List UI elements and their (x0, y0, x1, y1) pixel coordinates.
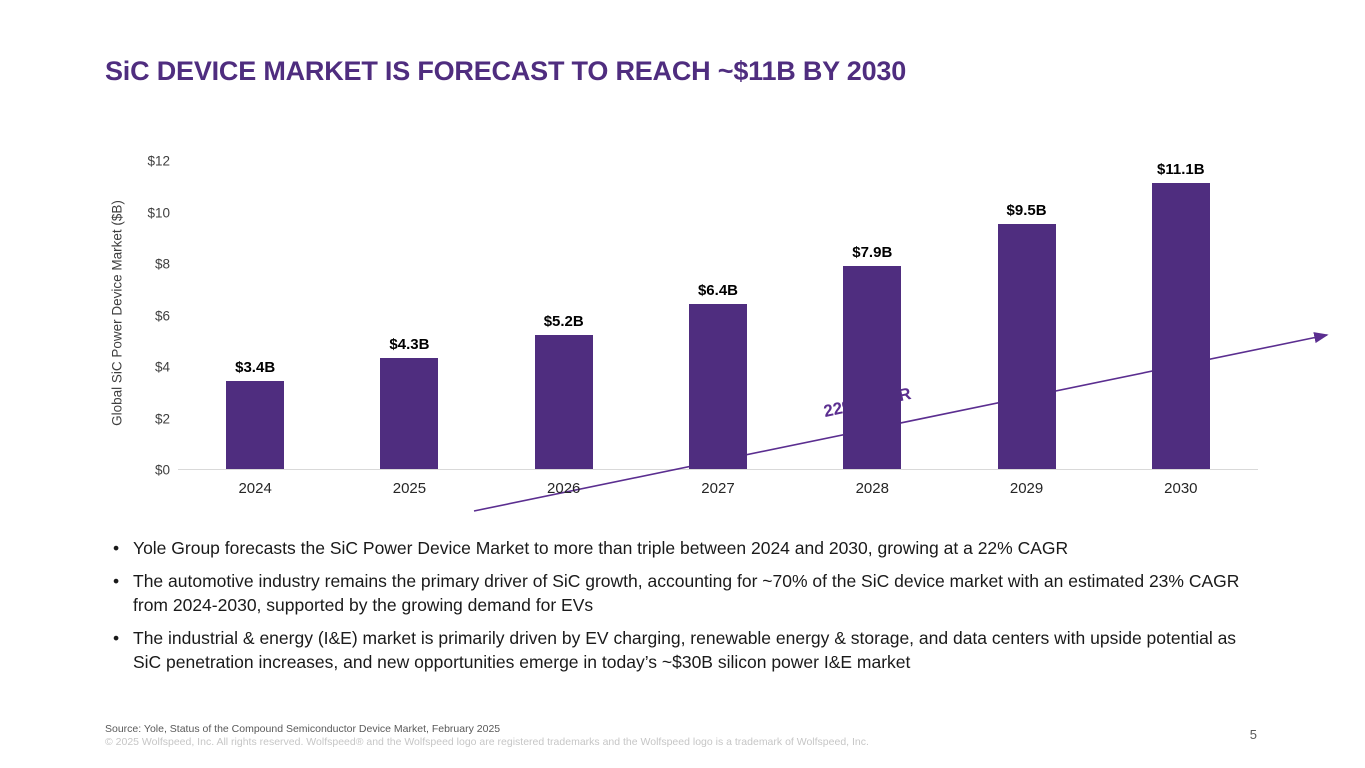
bar-2029 (997, 224, 1056, 469)
bullet-text: The industrial & energy (I&E) market is … (133, 628, 1237, 672)
x-axis-labels: 2024 2025 2026 2027 2028 2029 2030 (178, 480, 1258, 497)
bullet-list: • Yole Group forecasts the SiC Power Devi… (113, 536, 1263, 683)
y-tick-label: $8 (154, 256, 170, 272)
bar-2024 (226, 381, 285, 469)
slide-title: SiC DEVICE MARKET IS FORECAST TO REACH ~… (105, 56, 907, 86)
bar-2025 (380, 358, 439, 469)
x-tick-label: 2025 (392, 480, 427, 497)
bar-value-label: $5.2B (543, 313, 584, 331)
bullet-item: • Yole Group forecasts the SiC Power Devi… (113, 536, 1263, 560)
bullet-marker: • (113, 538, 120, 558)
bar-slot: $9.5B (949, 161, 1103, 469)
bullet-marker: • (113, 628, 120, 648)
bar-2027 (688, 304, 747, 469)
bar-value-label: $6.4B (697, 282, 738, 300)
bars-container: $3.4B $4.3B $5.2B $6.4B $7.9B $9.5B $11.1B (178, 161, 1258, 469)
bar-slot: $11.1B (1104, 161, 1258, 469)
x-tick-label: 2024 (238, 480, 272, 497)
bar-slot: $3.4B (178, 161, 332, 469)
bullet-item: • The automotive industry remains the pri… (113, 569, 1263, 617)
bar-slot: $5.2B (487, 161, 641, 469)
bar-value-label: $9.5B (1006, 202, 1047, 220)
bar-value-label: $7.9B (852, 243, 893, 261)
bar-value-label: $4.3B (389, 336, 430, 354)
y-tick-label: $4 (154, 359, 170, 375)
y-tick-label: $6 (154, 308, 170, 323)
bullet-item: • The industrial & energy (I&E) market is… (113, 626, 1263, 674)
bullet-text: The automotive industry remains the prim… (133, 571, 1240, 615)
bar-slot: $4.3B (332, 161, 486, 469)
bar-slot: $6.4B (641, 161, 795, 469)
bar-value-label: $3.4B (235, 359, 276, 377)
source-text: Source: Yole, Status of the Compound Sem… (105, 723, 501, 735)
bar-2026 (534, 335, 593, 469)
bar-2028 (843, 265, 902, 469)
x-tick-label: 2030 (1164, 480, 1198, 497)
y-tick-label: $2 (154, 411, 170, 426)
bar-2030 (1151, 183, 1210, 469)
bullet-marker: • (113, 571, 120, 591)
bar-value-label: $11.1B (1157, 161, 1205, 179)
plot-area: 22% CAGR $3.4B$4.3B$5.2B$6.4B$7.9B$9.5B$… (178, 161, 1329, 512)
copyright-text: © 2025 Wolfspeed, Inc. All rights reserv… (105, 736, 869, 748)
y-axis-ticks: $0 $2 $4 $6 $8 $10 $12 (128, 154, 170, 478)
bullet-text: Yole Group forecasts the SiC Power Devic… (133, 538, 1069, 558)
x-tick-label: 2028 (855, 480, 889, 497)
y-tick-label: $10 (147, 205, 170, 220)
x-tick-label: 2027 (701, 480, 735, 497)
y-tick-label: $0 (154, 462, 170, 478)
x-tick-label: 2029 (1009, 480, 1044, 497)
x-tick-label: 2026 (547, 480, 581, 497)
page-number: 5 (1249, 727, 1257, 742)
bar-slot: $7.9B (795, 161, 949, 469)
y-tick-label: $12 (147, 153, 170, 169)
y-axis-label: Global SiC Power Device Market ($B) (109, 200, 125, 426)
